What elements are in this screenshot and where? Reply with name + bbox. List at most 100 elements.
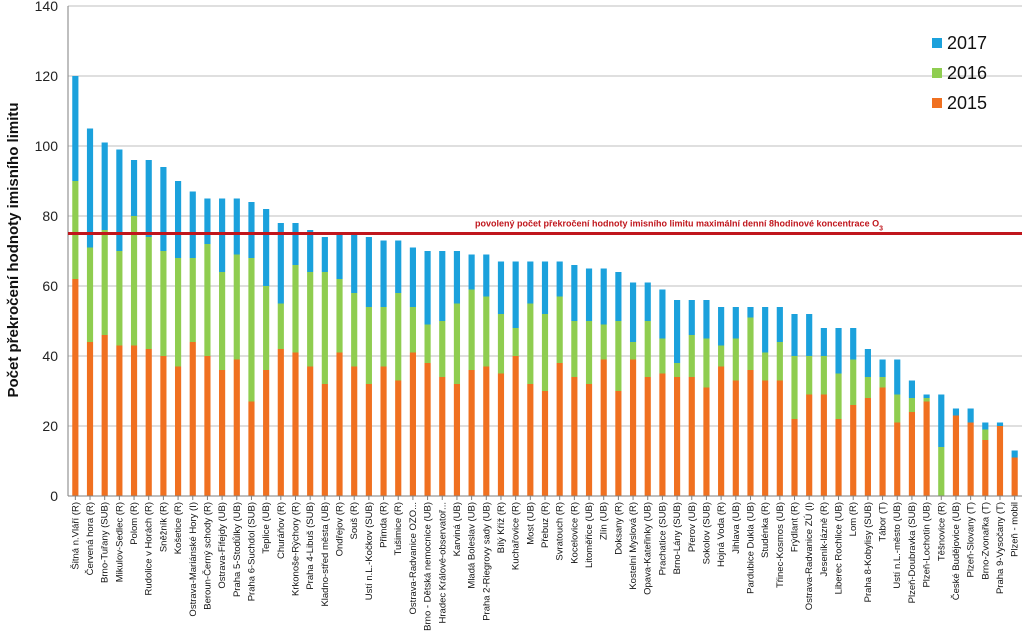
bar-segment-2017	[336, 233, 343, 279]
bar-segment-2015	[409, 352, 416, 496]
bar-segment-2017	[747, 307, 754, 318]
bar-segment-2016	[145, 237, 152, 349]
axes: 0 20 40 60 80 100 120 140 Šitná n.Vláří (R) Červe…	[35, 0, 1022, 631]
bar-segment-2015	[277, 349, 284, 496]
bar-segment-2015	[703, 387, 710, 496]
x-tick-label: Ustí n.L.-město (UB)	[892, 502, 903, 589]
bar-segment-2016	[806, 356, 813, 395]
bar-segment-2017	[145, 160, 152, 237]
bar-segment-2015	[219, 370, 226, 496]
bar-segment-2015	[292, 352, 299, 496]
bar-segment-2015	[879, 387, 886, 496]
bar-segment-2017	[292, 223, 299, 265]
x-tick-label: Těšnovice (R)	[936, 502, 947, 561]
bar-segment-2015	[483, 366, 490, 496]
x-tick-label: Krkonoše-Rýchory (R)	[290, 502, 301, 596]
bar-segment-2017	[762, 307, 769, 353]
bar-segment-2017	[351, 233, 358, 293]
x-tick-label: Přerov (UB)	[687, 502, 698, 552]
bar-segment-2015	[908, 412, 916, 496]
bar-segment-2015	[160, 356, 167, 496]
bar-segment-2016	[116, 251, 123, 346]
x-tick-label: Tušimice (R)	[393, 502, 404, 555]
x-tick-label: Lom (R)	[848, 502, 859, 536]
x-tick-label: Praha 6-Suchdol (SUB)	[246, 502, 257, 601]
bar-segment-2017	[439, 251, 446, 321]
bar-segment-2016	[585, 321, 593, 384]
bar-segment-2017	[1011, 450, 1018, 458]
bar-segment-2015	[263, 370, 270, 496]
bar-segment-2016	[307, 272, 314, 367]
x-tick-label: Praha 4-Libuš (SUB)	[305, 502, 316, 590]
x-tick-label: Jeseník-lázně (R)	[819, 502, 830, 576]
x-tick-label: Svratouch (R)	[555, 502, 566, 561]
x-tick-label: Šitná n.Vláří (R)	[70, 502, 81, 570]
bar-segment-2016	[497, 314, 505, 374]
bar-segment-2017	[277, 223, 284, 304]
bar-segment-2016	[644, 321, 651, 377]
bar-segment-2017	[703, 300, 710, 339]
bar-segment-2017	[130, 160, 138, 216]
bar-segment-2016	[791, 356, 798, 419]
bar-segment-2015	[116, 345, 123, 496]
x-tick-label: České Budějovice (UB)	[951, 502, 962, 600]
legend-swatch-2017	[932, 38, 942, 48]
bar-segment-2016	[923, 398, 930, 402]
bar-segment-2017	[541, 261, 549, 314]
bar-segment-2017	[571, 265, 578, 321]
legend-swatch-2015	[932, 98, 942, 108]
bar-segment-2015	[233, 359, 240, 496]
x-tick-label: Karviná (UB)	[452, 502, 463, 556]
bar-segment-2017	[101, 142, 108, 230]
bar-segment-2017	[527, 261, 534, 304]
bar-segment-2016	[571, 321, 578, 377]
bar-segment-2017	[600, 268, 607, 325]
bar-segment-2015	[497, 373, 505, 496]
bar-segment-2016	[820, 356, 827, 395]
bar-segment-2015	[541, 391, 549, 496]
bar-segment-2016	[321, 272, 328, 384]
bar-segment-2015	[835, 419, 842, 496]
y-tick-label: 0	[50, 488, 58, 504]
bar-segment-2017	[629, 282, 637, 342]
bar-segment-2017	[585, 268, 593, 321]
bar-segment-2016	[938, 447, 945, 496]
legend-swatch-2016	[932, 68, 942, 78]
bar-segment-2017	[938, 394, 945, 447]
bar-segment-2016	[835, 373, 842, 419]
bar-segment-2017	[806, 314, 813, 356]
bar-segment-2017	[556, 261, 563, 297]
bar-segment-2016	[86, 247, 94, 342]
bar-segment-2015	[380, 366, 387, 496]
bar-segment-2015	[1011, 457, 1018, 496]
bar-segment-2016	[879, 377, 886, 388]
bar-segment-2015	[351, 366, 358, 496]
bar-segment-2015	[556, 363, 563, 496]
bar-segment-2017	[894, 359, 901, 395]
x-tick-label: Most (UB)	[525, 502, 536, 545]
x-tick-label: Praha 9-Vysočany (T)	[995, 502, 1006, 594]
x-tick-label: Zlín (UB)	[599, 502, 610, 540]
bar-segment-2015	[365, 384, 372, 496]
bar-segment-2015	[571, 377, 578, 496]
x-tick-label: Kuchařovice (R)	[511, 502, 522, 570]
bar-segment-2017	[72, 76, 79, 181]
x-tick-label: Kocelovice (R)	[569, 502, 580, 564]
bar-segment-2015	[923, 401, 930, 496]
bar-segment-2017	[380, 240, 387, 307]
bar-segment-2016	[674, 363, 681, 377]
bar-segment-2016	[130, 216, 138, 346]
bar-segment-2016	[747, 317, 754, 370]
x-tick-label: Sněžník (R)	[158, 502, 169, 552]
bar-segment-2015	[453, 384, 461, 496]
bar-segment-2015	[189, 342, 196, 496]
bar-segment-2016	[263, 286, 270, 370]
bar-segment-2015	[894, 422, 901, 496]
x-tick-label: Ustí n.L.-Kočkov (SUB)	[364, 502, 375, 600]
bar-segment-2015	[204, 356, 211, 496]
y-tick-label: 120	[35, 68, 59, 84]
bar-segment-2017	[204, 198, 211, 244]
bar-segment-2016	[277, 303, 284, 349]
x-tick-label: Třinec-Kosmos (UB)	[775, 502, 786, 588]
